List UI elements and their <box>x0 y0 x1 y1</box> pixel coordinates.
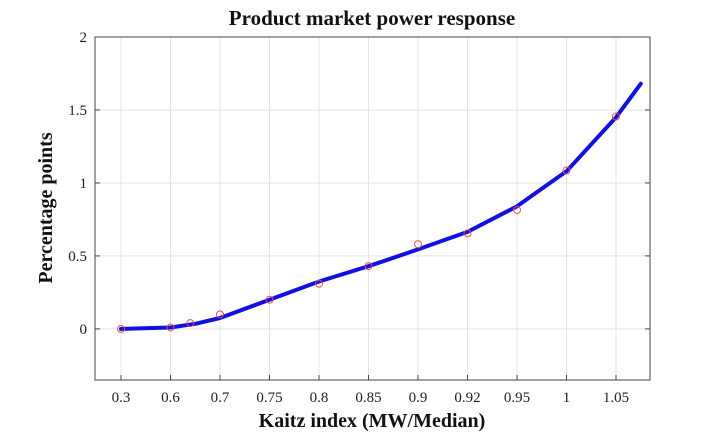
x-tick-label: 0.7 <box>211 390 230 406</box>
scatter-point <box>414 240 422 249</box>
chart-title: Product market power response <box>229 6 515 30</box>
plot-area <box>95 37 650 380</box>
scatter-point <box>117 324 125 333</box>
y-tick-label: 1 <box>80 176 88 192</box>
scatter-point <box>463 229 472 238</box>
scatter-point <box>562 166 571 175</box>
y-tick-label: 0 <box>80 322 88 338</box>
scatter-point <box>612 112 620 121</box>
y-tick-label: 2 <box>80 30 88 46</box>
scatter-point <box>513 205 521 214</box>
x-tick-label: 0.8 <box>310 390 329 406</box>
y-tick-label: 1.5 <box>68 103 87 119</box>
x-tick-label: 0.95 <box>504 390 530 406</box>
scatter-point <box>166 323 175 332</box>
x-axis-label: Kaitz index (MW/Median) <box>259 410 486 432</box>
y-tick-label: 0.5 <box>68 249 87 265</box>
x-tick-label: 0.6 <box>161 390 180 406</box>
scatter-point <box>216 310 224 319</box>
x-tick-label: 0.85 <box>355 390 381 406</box>
x-tick-label: 0.75 <box>256 390 282 406</box>
scatter-point <box>265 295 274 304</box>
x-tick-label: 0.3 <box>112 390 131 406</box>
scatter-point <box>315 279 323 288</box>
scatter-point <box>186 319 195 328</box>
x-tick-label: 1.05 <box>603 390 629 406</box>
x-tick-label: 0.92 <box>454 390 480 406</box>
series-line <box>119 81 643 331</box>
x-axis-ticks: 0.3 0.6 0.7 0.75 0.8 0.85 0.9 0.92 0.95 1 1.05 <box>112 375 629 406</box>
plot-frame <box>94 36 651 381</box>
x-tick-label: 1 <box>563 390 571 406</box>
scatter-point <box>364 262 373 271</box>
series-layer <box>117 81 643 333</box>
x-tick-label: 0.9 <box>409 390 428 406</box>
y-axis-ticks: 0 0.5 1 1.5 2 <box>68 30 650 338</box>
y-axis-label: Percentage points <box>35 132 57 283</box>
